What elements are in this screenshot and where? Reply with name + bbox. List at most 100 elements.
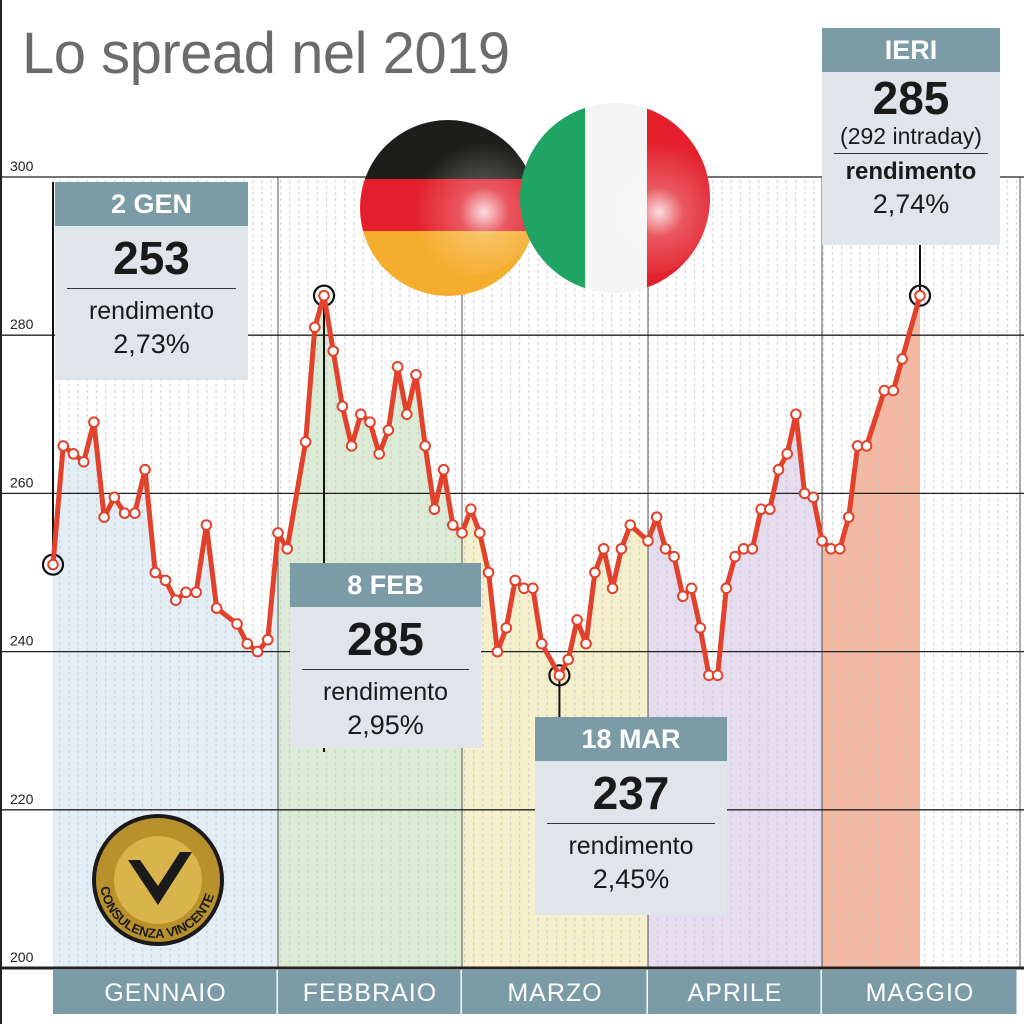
callout-label: rendimento — [322, 678, 449, 706]
data-point — [772, 463, 785, 476]
data-point — [98, 511, 110, 523]
month-label: FEBBRAIO — [303, 979, 437, 1007]
data-point — [241, 637, 254, 650]
callout-value: 285 — [347, 613, 424, 665]
callout-yield: 2,73% — [113, 329, 190, 359]
month-band-maggio — [822, 970, 1017, 1014]
y-tick-label: 220 — [10, 791, 34, 807]
callout-value: 285 — [872, 72, 950, 124]
data-point — [299, 436, 312, 448]
data-point — [200, 519, 213, 531]
data-point — [149, 566, 162, 579]
data-point — [668, 550, 680, 563]
data-point — [535, 637, 548, 650]
data-point — [169, 594, 182, 606]
callout-2-gen: 2 GEN 253 rendimento 2,73% — [55, 182, 248, 380]
divider — [834, 153, 988, 154]
callout-date: 2 GEN — [55, 182, 248, 226]
data-point — [659, 542, 672, 555]
data-point — [834, 542, 846, 555]
data-point — [336, 400, 349, 413]
data-point — [251, 645, 264, 658]
callout-value: 253 — [113, 232, 190, 284]
data-point — [231, 618, 243, 630]
data-point — [159, 574, 172, 587]
data-point — [373, 448, 386, 460]
callout-yield: 2,95% — [347, 710, 424, 740]
series-points — [47, 289, 926, 682]
callout-18-mar: 18 MAR 237 rendimento 2,45% — [535, 717, 727, 915]
data-point — [597, 542, 610, 555]
data-point — [860, 440, 873, 452]
callout-label: rendimento — [568, 832, 694, 860]
data-point — [642, 535, 654, 547]
month-label: APRILE — [688, 979, 783, 1007]
data-point — [764, 503, 776, 516]
callout-yield: 2,74% — [872, 189, 950, 219]
data-point — [88, 416, 100, 429]
data-point — [410, 368, 422, 381]
chart-title: Lo spread nel 2019 — [22, 21, 510, 86]
data-point — [624, 519, 637, 531]
germany-flag — [360, 120, 536, 296]
data-point — [129, 507, 141, 519]
data-point — [355, 408, 367, 421]
data-point — [139, 463, 151, 476]
month-label: GENNAIO — [104, 979, 226, 1007]
divider — [547, 823, 715, 824]
data-point — [842, 511, 855, 523]
divider — [302, 669, 469, 670]
data-point — [327, 345, 340, 357]
month-label: MAGGIO — [866, 979, 975, 1007]
callout-date: IERI — [822, 28, 1000, 72]
value-gridlines: 300 280 260 240 220 200 — [0, 158, 1024, 970]
month-band-gennaio — [53, 970, 277, 1014]
y-tick-label: 240 — [10, 633, 34, 649]
divider — [67, 288, 236, 289]
y-tick-label: 300 — [10, 158, 34, 174]
data-point — [527, 582, 539, 595]
callout-label: rendimento — [88, 297, 215, 325]
data-point — [180, 586, 192, 599]
callout-value: 237 — [592, 767, 670, 819]
callout-8-feb: 8 FEB 285 rendimento 2,95% — [290, 563, 481, 748]
month-band-aprile — [648, 970, 821, 1014]
data-point — [108, 491, 121, 504]
data-point — [473, 527, 486, 539]
consulenza-vincente-logo: CONSULENZA VINCENTE — [92, 814, 224, 946]
data-point — [562, 653, 575, 666]
data-point — [781, 448, 794, 460]
data-point — [210, 602, 223, 614]
highlight-ring-ieri — [908, 284, 932, 307]
data-point — [606, 582, 619, 595]
data-point — [553, 669, 566, 682]
data-point — [47, 558, 59, 571]
data-point — [491, 645, 504, 658]
data-point — [790, 408, 802, 421]
month-band-marzo — [462, 970, 647, 1014]
data-point — [571, 614, 583, 626]
data-point — [685, 582, 698, 595]
data-point — [318, 289, 330, 302]
y-tick-label: 280 — [10, 316, 34, 332]
data-point — [580, 637, 592, 650]
data-point — [729, 550, 741, 563]
month-band-febbraio — [278, 970, 461, 1014]
data-point — [746, 542, 759, 555]
data-point — [720, 582, 733, 595]
y-tick-label: 260 — [10, 474, 34, 490]
data-point — [807, 491, 820, 504]
data-point — [419, 440, 432, 452]
data-point — [914, 289, 926, 302]
data-point — [509, 574, 521, 587]
callout-ieri: IERI 285 (292 intraday) rendimento 2,74% — [822, 28, 1000, 245]
data-point — [118, 507, 131, 519]
month-axis: GENNAIO FEBBRAIO MARZO APRILE MAGGIO — [53, 970, 1017, 1014]
data-point — [428, 503, 441, 516]
data-point — [615, 542, 628, 555]
data-point — [650, 511, 663, 523]
data-point — [447, 519, 459, 531]
month-label: MARZO — [507, 979, 602, 1007]
data-point — [364, 416, 376, 429]
callout-intraday: (292 intraday) — [840, 123, 982, 149]
